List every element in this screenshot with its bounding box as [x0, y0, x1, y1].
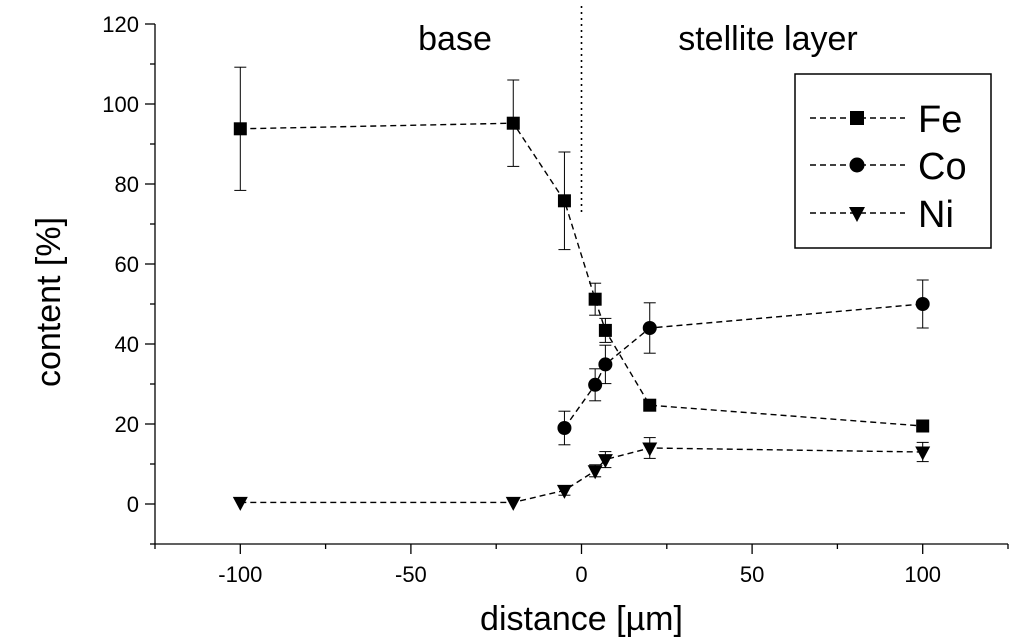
data-point-co	[588, 377, 603, 392]
data-point-ni	[915, 446, 931, 461]
y-axis-title: content [%]	[30, 217, 68, 387]
data-point-fe	[557, 194, 571, 208]
data-point-fe	[598, 323, 612, 337]
data-point-fe	[233, 122, 247, 136]
data-point-ni	[505, 496, 521, 511]
series-line-co	[563, 303, 923, 429]
x-tick-label: -100	[218, 562, 262, 587]
y-tick-label: 120	[102, 12, 139, 37]
data-point-co	[598, 357, 613, 372]
x-tick-label: 100	[904, 562, 941, 587]
legend-label-co: Co	[918, 146, 967, 188]
y-tick-label: 80	[115, 172, 139, 197]
y-tick-label: 20	[115, 412, 139, 437]
y-tick-label: 0	[127, 492, 139, 517]
y-tick-label: 100	[102, 92, 139, 117]
data-point-fe	[643, 398, 657, 412]
axes: 0 20 40 60 80 100 120 -100 -50 0 50 100	[102, 12, 1009, 587]
annotation-base: base	[418, 20, 492, 58]
y-tick-label: 60	[115, 252, 139, 277]
data-point-fe	[588, 292, 602, 306]
y-axis-label: content [%]	[30, 217, 68, 387]
series-co	[557, 279, 930, 446]
data-point-ni	[587, 465, 603, 480]
legend-box	[794, 73, 992, 249]
data-point-co	[557, 421, 572, 435]
data-point-ni	[556, 484, 572, 499]
series-ni	[232, 437, 931, 511]
data-point-co	[915, 297, 930, 311]
plot-area	[232, 66, 931, 511]
legend-marker-co	[849, 157, 865, 173]
legend-label-ni: Ni	[918, 194, 954, 236]
x-tick-label: 0	[575, 562, 587, 587]
data-point-co	[642, 321, 657, 335]
x-axis-title: distance [µm]	[480, 600, 683, 638]
region-annotations: base stellite layer	[418, 20, 858, 58]
data-point-fe	[916, 419, 930, 433]
data-point-ni	[597, 454, 613, 469]
legend-marker-fe	[850, 111, 864, 125]
data-point-fe	[506, 116, 520, 130]
legend: Fe Co Ni	[794, 73, 992, 249]
data-point-ni	[642, 442, 658, 457]
y-tick-label: 40	[115, 332, 139, 357]
x-tick-label: 50	[740, 562, 764, 587]
legend-label-fe: Fe	[918, 99, 962, 141]
series-line-ni	[240, 447, 923, 504]
data-point-ni	[232, 496, 248, 511]
x-tick-label: -50	[395, 562, 427, 587]
x-axis-label: distance [µm]	[480, 600, 683, 638]
series-fe	[233, 66, 930, 433]
legend-marker-ni	[849, 207, 865, 222]
annotation-stellite-layer: stellite layer	[678, 20, 858, 58]
